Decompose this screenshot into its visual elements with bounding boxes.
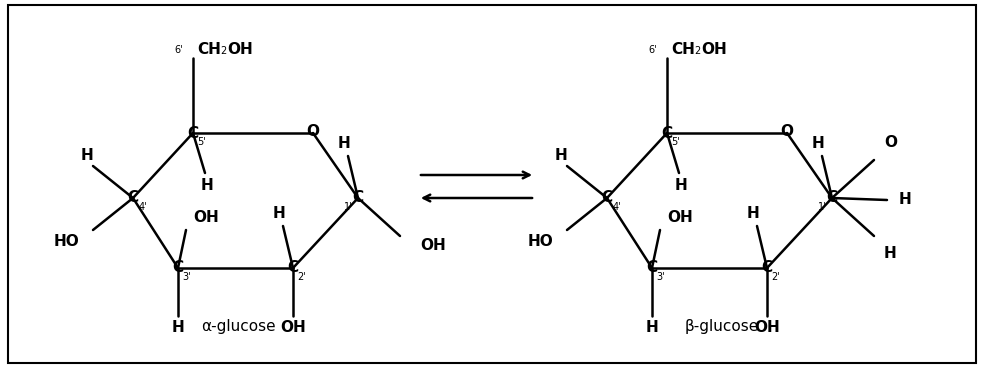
Text: H: H (646, 321, 658, 336)
Text: OH: OH (227, 42, 253, 57)
Text: OH: OH (280, 321, 306, 336)
Text: H: H (555, 149, 568, 163)
Text: 2: 2 (220, 46, 226, 56)
Text: O: O (306, 124, 320, 138)
Text: 3': 3' (656, 272, 665, 282)
Text: 1': 1' (818, 202, 827, 212)
Text: OH: OH (701, 42, 727, 57)
Text: CH: CH (197, 42, 220, 57)
Text: HO: HO (53, 234, 79, 250)
Text: 4': 4' (613, 202, 621, 212)
Text: C: C (762, 261, 772, 276)
Text: O: O (884, 135, 897, 150)
Text: 5': 5' (672, 137, 680, 147)
Text: C: C (827, 191, 837, 205)
Text: C: C (646, 261, 657, 276)
Text: C: C (187, 125, 199, 141)
Text: OH: OH (667, 210, 693, 226)
Text: 2: 2 (694, 46, 701, 56)
Text: C: C (287, 261, 298, 276)
Text: H: H (81, 149, 93, 163)
Text: H: H (675, 177, 688, 192)
Text: H: H (201, 177, 214, 192)
Text: 6': 6' (648, 45, 657, 55)
Text: H: H (338, 137, 350, 152)
Text: 4': 4' (139, 202, 148, 212)
Text: H: H (899, 192, 912, 208)
Text: H: H (747, 206, 760, 222)
Text: OH: OH (193, 210, 218, 226)
Text: C: C (128, 191, 139, 205)
Text: C: C (172, 261, 184, 276)
Text: C: C (352, 191, 363, 205)
Text: 6': 6' (174, 45, 183, 55)
Text: 1': 1' (343, 202, 352, 212)
Text: O: O (780, 124, 793, 138)
Text: C: C (601, 191, 613, 205)
Text: OH: OH (754, 321, 780, 336)
Text: 2': 2' (771, 272, 780, 282)
Text: H: H (171, 321, 184, 336)
Text: H: H (812, 137, 825, 152)
Text: β-glucose: β-glucose (685, 318, 759, 333)
Text: 3': 3' (183, 272, 191, 282)
Text: 5': 5' (198, 137, 207, 147)
Text: α-glucose: α-glucose (201, 318, 276, 333)
Text: OH: OH (420, 238, 446, 254)
Text: H: H (273, 206, 285, 222)
Text: HO: HO (527, 234, 553, 250)
Text: 2': 2' (297, 272, 306, 282)
Text: H: H (884, 246, 896, 261)
Text: CH: CH (671, 42, 695, 57)
Text: C: C (661, 125, 672, 141)
